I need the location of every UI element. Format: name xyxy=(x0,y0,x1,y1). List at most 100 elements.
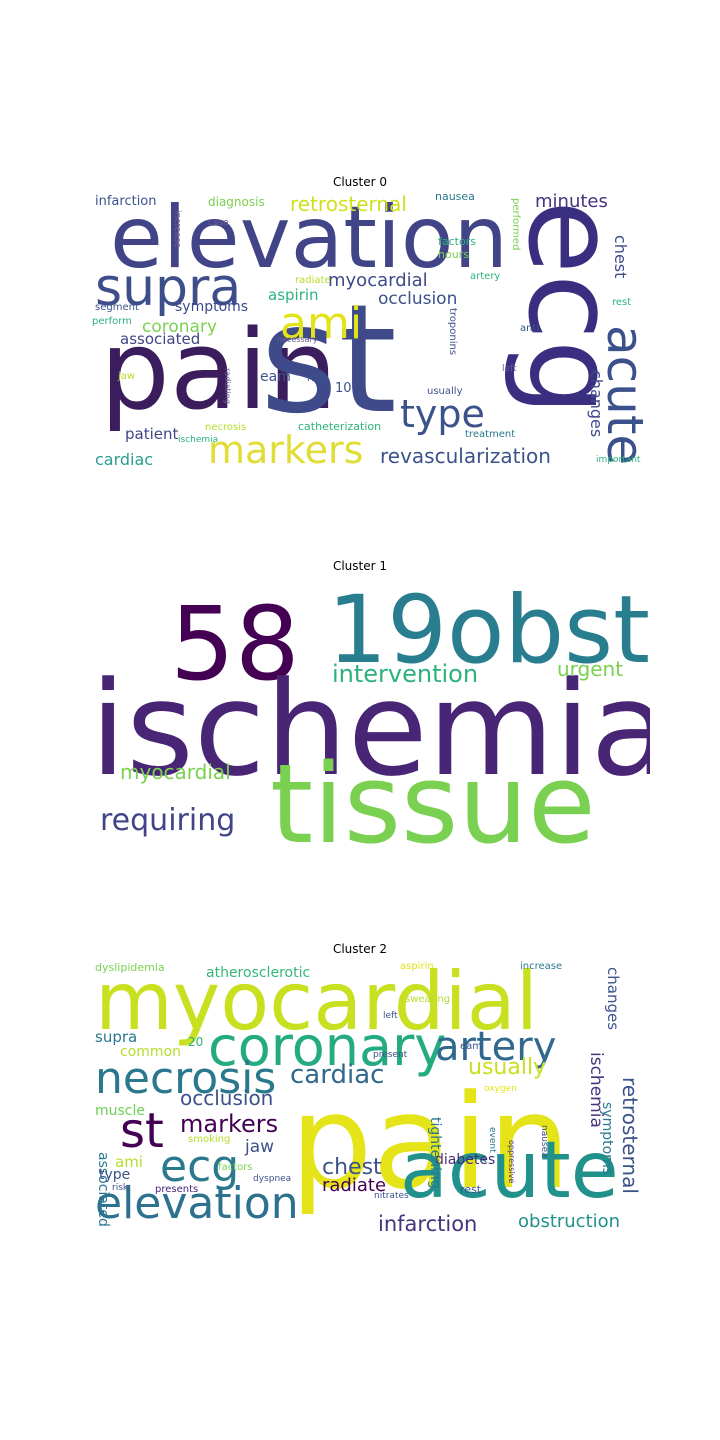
word-important: important xyxy=(596,455,641,465)
word-associated: associated xyxy=(95,1152,111,1227)
word-sweating: sweating xyxy=(405,994,451,1005)
word-pain: pain xyxy=(290,1066,571,1218)
word-occlusion: occlusion xyxy=(378,289,458,309)
word-jaw: jaw xyxy=(245,1137,275,1157)
word-radiating: radiating xyxy=(223,368,232,404)
word-usually: usually xyxy=(468,1055,547,1080)
word-hours: hours xyxy=(438,248,469,261)
word-nausea: nausea xyxy=(435,190,475,203)
word-nausea: nausea xyxy=(539,1125,549,1158)
word-factors: factors xyxy=(438,235,476,248)
word-19obst: 19obst xyxy=(327,576,650,685)
cluster-0-wordcloud: elevation pain st ecg supra ami acute type marke… xyxy=(90,190,650,480)
word-necrosis: necrosis xyxy=(95,1053,277,1104)
word-treatment: treatment xyxy=(465,429,516,440)
word-rest: rest xyxy=(460,1183,482,1196)
word-revascularization: revascularization xyxy=(380,444,551,468)
word-associated: associated xyxy=(120,330,201,348)
word-increase: increase xyxy=(520,961,563,972)
word-obstruction: obstruction xyxy=(518,1211,621,1232)
word-chest: chest xyxy=(322,1155,382,1180)
word-factors: factors xyxy=(218,1162,253,1173)
word-muscle: muscle xyxy=(95,1103,146,1119)
word-st: st xyxy=(260,273,397,447)
word-infarction: infarction xyxy=(95,194,157,209)
word-supra: supra xyxy=(95,1028,138,1046)
word-necessary: necessary xyxy=(277,335,318,344)
word-20: 20 xyxy=(188,1035,204,1049)
word-retrosternal: retrosternal xyxy=(290,192,407,216)
word-ischemia: ischemia xyxy=(586,1052,606,1128)
cluster-1-title: Cluster 1 xyxy=(332,559,388,573)
word-occlusion: occlusion xyxy=(180,1086,274,1110)
word-dyslipidemia: dyslipidemia xyxy=(95,961,165,974)
cluster-0-title: Cluster 0 xyxy=(332,175,388,189)
word-ischemia: ischemia xyxy=(178,435,219,445)
word-radiate: radiate xyxy=(322,1175,387,1196)
word-segment: segment xyxy=(95,302,139,313)
word-aspirin: aspirin xyxy=(400,961,434,972)
word-risk: risk xyxy=(307,373,325,384)
word-artery: artery xyxy=(435,1024,557,1070)
word-atherosclerotic: atherosclerotic xyxy=(206,965,311,981)
word-presents: presents xyxy=(155,1184,199,1195)
cluster-2-title: Cluster 2 xyxy=(332,942,388,956)
word-intervention: intervention xyxy=(332,660,479,688)
word-type: type xyxy=(400,392,485,436)
word-ami: ami xyxy=(115,1153,143,1171)
word-oxygen: oxygen xyxy=(484,1084,517,1094)
word-present: present xyxy=(373,1050,408,1060)
word-ecg: ecg xyxy=(501,200,640,416)
word-artery: artery xyxy=(470,271,501,282)
word-eam: eam xyxy=(460,1041,483,1052)
word-rest: rest xyxy=(612,297,632,308)
word-event: event xyxy=(487,1127,497,1153)
word-troponins: troponins xyxy=(447,308,458,356)
word-58: 58 xyxy=(170,585,300,704)
word-risk: risk xyxy=(112,1183,129,1193)
word-ischemia: ischemia xyxy=(90,653,650,805)
word-acute: acute xyxy=(596,325,650,466)
word-diagnosis: diagnosis xyxy=(208,195,265,209)
word-changes: changes xyxy=(604,967,622,1031)
word-10: 10 xyxy=(335,381,352,396)
word-eam: eam xyxy=(260,369,291,385)
word-retrosternal: retrosternal xyxy=(618,1077,642,1194)
word-ecg: ecg xyxy=(160,1141,240,1192)
word-radiate: radiate xyxy=(295,275,331,286)
word-type: type xyxy=(99,1167,131,1183)
word-myocardial: myocardial xyxy=(120,760,231,784)
word-catheterization: catheterization xyxy=(298,420,382,433)
word-elevation: elevation xyxy=(110,190,509,288)
word-anti: anti xyxy=(520,323,540,334)
word-increase: increase xyxy=(172,210,182,248)
word-necrosis: necrosis xyxy=(205,422,247,433)
word-coronary: coronary xyxy=(208,1015,447,1078)
word-cardiac: cardiac xyxy=(290,1060,385,1090)
word-tissue: tissue xyxy=(270,740,596,864)
word-minutes: minutes xyxy=(535,191,608,212)
word-patient: patient xyxy=(125,425,179,443)
word-requiring: requiring xyxy=(100,803,236,838)
word-performed: performed xyxy=(510,198,521,251)
word-changes: changes xyxy=(587,370,606,438)
word-dyspnea: dyspnea xyxy=(253,1174,292,1184)
word-infarction: infarction xyxy=(378,1212,478,1236)
word-markers: markers xyxy=(208,428,364,472)
cluster-2-wordcloud: myocardial pain coronary artery necrosis card… xyxy=(90,957,650,1247)
word-smoking: smoking xyxy=(188,1134,231,1145)
word-acute: acute xyxy=(400,1126,619,1216)
word-markers: markers xyxy=(180,1110,279,1138)
word-usually: usually xyxy=(427,386,463,397)
word-coronary: coronary xyxy=(142,317,218,337)
cluster-1-wordcloud: 58 19obst ischemia tissue intervention urgent… xyxy=(90,574,650,864)
word-supra: supra xyxy=(95,258,242,318)
word-chest: chest xyxy=(611,235,630,279)
word-myocardial: myocardial xyxy=(328,270,428,291)
word-aspirin: aspirin xyxy=(268,286,319,304)
word-common: common xyxy=(120,1044,181,1060)
word-case: case xyxy=(208,218,229,228)
word-symptoms: symptoms xyxy=(175,299,249,315)
word-elevation: elevation xyxy=(95,1178,299,1229)
word-tightening: tightening xyxy=(427,1117,443,1189)
